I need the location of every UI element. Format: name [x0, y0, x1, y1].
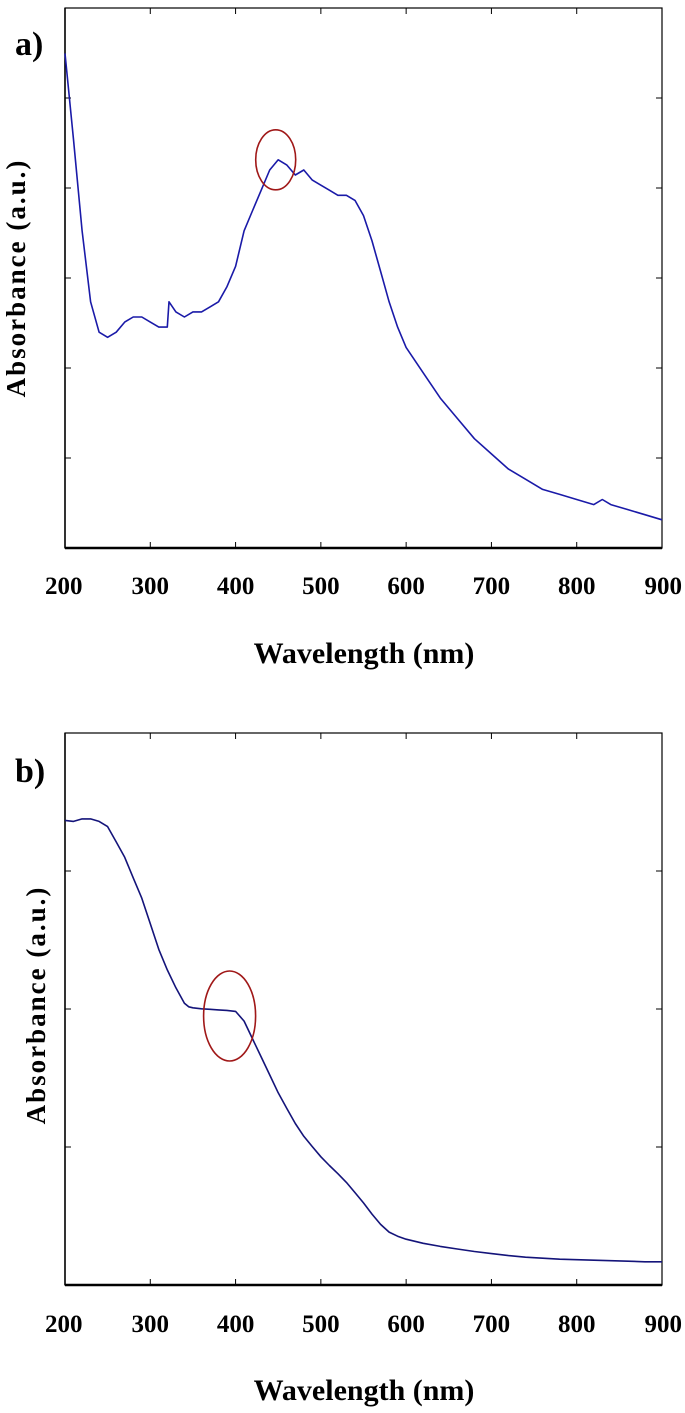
x-tick-label: 400 [217, 1311, 255, 1338]
panel-b-tick-labels: 200 300 400 500 600 700 800 900 [45, 1311, 682, 1338]
x-tick-label: 500 [302, 1311, 340, 1338]
x-tick-label: 600 [387, 573, 425, 600]
x-tick-label: 600 [387, 1311, 425, 1338]
panel-a-y-axis-label: Absorbance (a.u.) [1, 159, 31, 398]
x-tick-label: 200 [45, 1311, 83, 1338]
x-tick-label: 500 [302, 573, 340, 600]
panel-b-highlight-ellipse [202, 970, 257, 1062]
x-tick-label: 700 [473, 1311, 511, 1338]
panel-a-label: a) [15, 26, 43, 63]
panel-a-tick-labels: 200 300 400 500 600 700 800 900 [45, 573, 682, 600]
panel-b-ticks [64, 733, 663, 1285]
x-tick-label: 200 [45, 573, 83, 600]
panel-a-ticks [64, 8, 663, 548]
panel-b-y-axis-label: Absorbance (a.u.) [21, 886, 51, 1125]
panel-a: 200 300 400 500 600 700 800 900 a) Absorbance (… [1, 7, 682, 670]
panel-b-label: b) [15, 753, 45, 790]
x-tick-label: 300 [132, 573, 170, 600]
x-tick-label: 900 [645, 1311, 683, 1338]
x-tick-label: 700 [473, 573, 511, 600]
x-tick-label: 800 [558, 1311, 596, 1338]
panel-a-x-axis-label: Wavelength (nm) [254, 637, 475, 670]
panel-b: 200 300 400 500 600 700 800 900 b) Absorbance (… [15, 732, 682, 1407]
x-tick-label: 300 [132, 1311, 170, 1338]
panel-a-highlight-ellipse [254, 129, 297, 191]
x-tick-label: 400 [217, 573, 255, 600]
panel-b-absorbance-line [64, 818, 662, 1263]
x-tick-label: 800 [558, 573, 596, 600]
panel-a-absorbance-line [64, 53, 663, 521]
panel-a-frame [64, 7, 663, 549]
panel-b-x-axis-label: Wavelength (nm) [254, 1374, 475, 1407]
x-tick-label: 900 [645, 573, 683, 600]
